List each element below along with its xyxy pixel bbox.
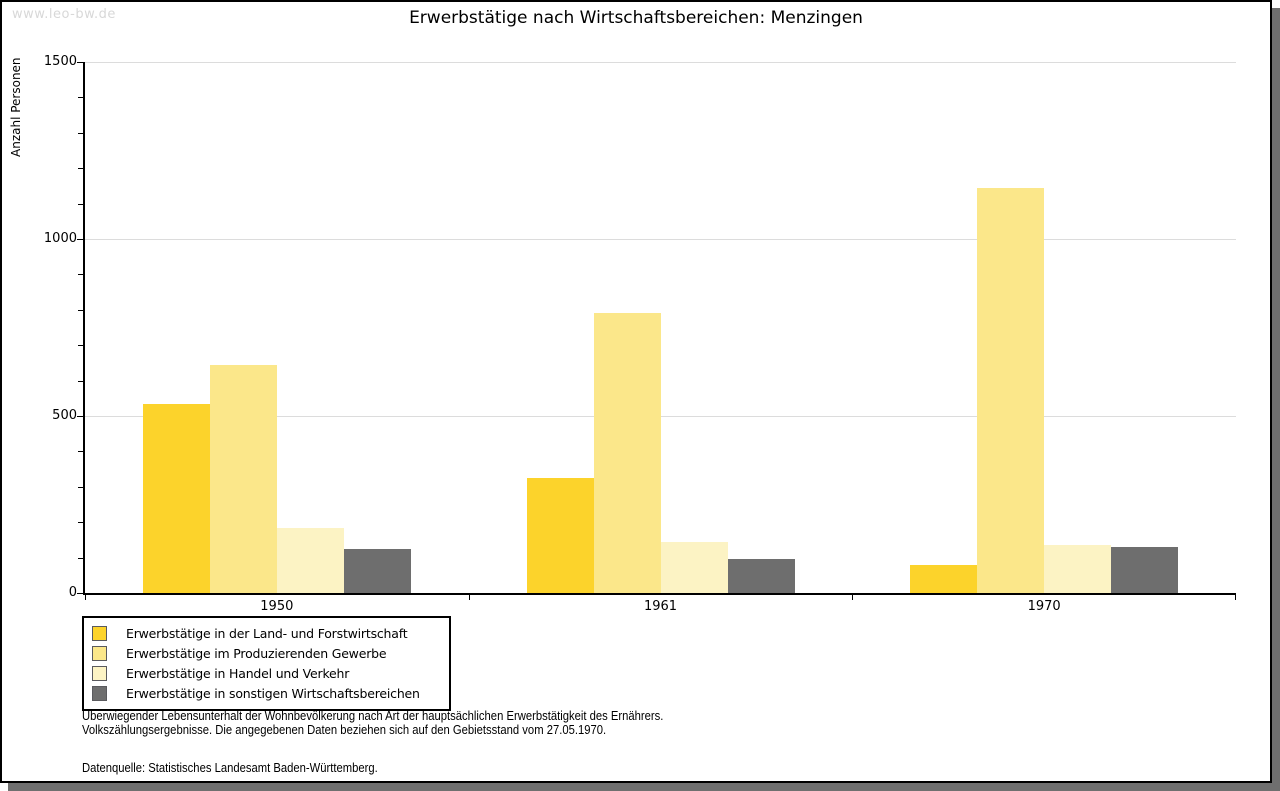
y-axis-tick-label-1000: 1000 [43, 231, 77, 246]
x-axis-category-label-1950: 1950 [260, 599, 294, 614]
bar-1961-series-4 [727, 559, 795, 593]
legend-item-1: Erwerbstätige in der Land- und Forstwirt… [92, 623, 437, 643]
legend-swatch-icon [92, 685, 107, 701]
y-axis-minor-tick-1200 [78, 168, 83, 170]
footer: Überwiegender Lebensunterhalt der Wohnbe… [82, 709, 728, 776]
x-axis-tick-0 [85, 595, 86, 600]
y-axis-tick-label-500: 500 [52, 408, 77, 423]
legend-label: Erwerbstätige in der Land- und Forstwirt… [126, 625, 408, 641]
gridline-1500 [85, 62, 1236, 63]
y-axis-minor-tick-1400 [78, 97, 83, 99]
bar-1950-series-4 [343, 548, 411, 593]
x-axis-tick-3 [1235, 595, 1236, 600]
y-axis-major-tick-500 [77, 416, 83, 417]
x-axis-category-label-1970: 1970 [1027, 599, 1061, 614]
bar-1970-series-2 [977, 187, 1045, 593]
y-axis-minor-tick-600 [78, 380, 83, 382]
legend-item-4: Erwerbstätige in sonstigen Wirtschaftsbe… [92, 683, 437, 703]
y-axis-minor-tick-1100 [78, 203, 83, 205]
plot-area: 0 500 1000 1500 1950 1961 1970 [44, 54, 1236, 614]
y-axis-tick-label-1500: 1500 [43, 54, 77, 69]
bar-1961-series-2 [593, 313, 661, 593]
legend-item-2: Erwerbstätige im Produzierenden Gewerbe [92, 643, 437, 663]
y-axis-major-tick-1500 [77, 62, 83, 63]
y-axis-minor-tick-800 [78, 309, 83, 311]
legend-swatch-icon [92, 625, 107, 641]
footer-source: Datenquelle: Statistisches Landesamt Bad… [82, 761, 378, 775]
y-axis-title: Anzahl Personen [9, 57, 23, 157]
y-axis-minor-tick-300 [78, 486, 83, 488]
bar-1961-series-1 [526, 477, 594, 593]
legend-label: Erwerbstätige in Handel und Verkehr [126, 665, 350, 681]
y-axis-minor-tick-900 [78, 274, 83, 276]
y-axis-minor-tick-400 [78, 451, 83, 453]
footer-note-line2: Volkszählungsergebnisse. Die angegebenen… [82, 722, 607, 737]
watermark: www.leo-bw.de [12, 7, 116, 22]
legend-label: Erwerbstätige im Produzierenden Gewerbe [126, 645, 387, 661]
bar-1970-series-1 [910, 564, 978, 593]
y-axis-minor-tick-100 [78, 557, 83, 559]
gridline-500 [85, 416, 1236, 417]
x-axis-tick-2 [852, 595, 854, 600]
footer-note-line1: Überwiegender Lebensunterhalt der Wohnbe… [82, 709, 664, 723]
bar-1970-series-4 [1111, 546, 1179, 593]
y-axis-minor-tick-200 [78, 522, 83, 524]
bar-1950-series-1 [142, 403, 210, 593]
y-axis-tick-label-0: 0 [68, 585, 77, 600]
bar-1970-series-3 [1044, 545, 1112, 593]
y-axis-major-tick-0 [77, 593, 83, 594]
chart-title: Erwerbstätige nach Wirtschaftsbereichen:… [409, 8, 863, 28]
bar-1961-series-3 [660, 541, 728, 593]
gridline-1000 [85, 239, 1236, 240]
y-axis-major-tick-1000 [77, 239, 83, 240]
x-axis-category-label-1961: 1961 [643, 599, 678, 614]
legend-label: Erwerbstätige in sonstigen Wirtschaftsbe… [126, 685, 420, 701]
y-axis-minor-tick-1300 [78, 132, 83, 134]
legend-swatch-icon [92, 645, 107, 661]
legend-swatch-icon [92, 665, 107, 681]
x-axis-tick-1 [468, 595, 470, 600]
y-axis-minor-tick-700 [78, 345, 83, 347]
legend-item-3: Erwerbstätige in Handel und Verkehr [92, 663, 437, 683]
bar-1950-series-3 [276, 527, 344, 593]
bar-1950-series-2 [209, 364, 277, 593]
legend-box: Erwerbstätige in der Land- und Forstwirt… [82, 616, 451, 711]
